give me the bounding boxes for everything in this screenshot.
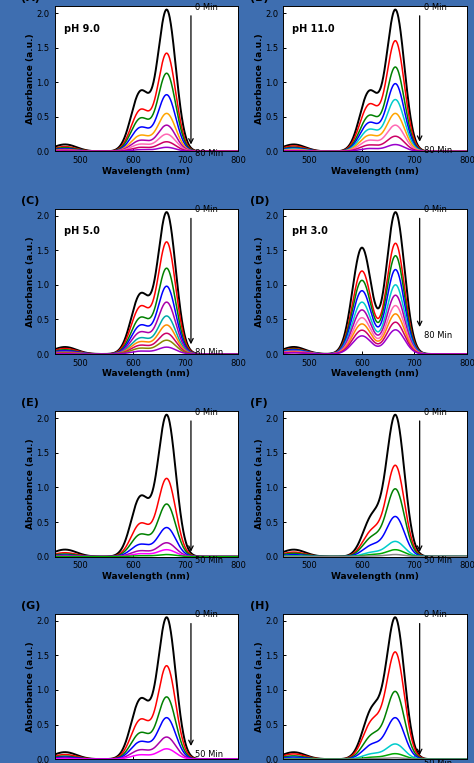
Text: 50 Min: 50 Min xyxy=(424,759,452,763)
X-axis label: Wavelength (nm): Wavelength (nm) xyxy=(102,166,190,175)
Y-axis label: Absorbance (a.u.): Absorbance (a.u.) xyxy=(26,34,35,124)
Text: 0 Min: 0 Min xyxy=(424,205,447,214)
Y-axis label: Absorbance (a.u.): Absorbance (a.u.) xyxy=(26,439,35,530)
Text: (C): (C) xyxy=(21,196,40,206)
Text: (E): (E) xyxy=(21,398,39,408)
Y-axis label: Absorbance (a.u.): Absorbance (a.u.) xyxy=(26,641,35,732)
Text: pH 9.0: pH 9.0 xyxy=(64,24,100,34)
Y-axis label: Absorbance (a.u.): Absorbance (a.u.) xyxy=(255,641,264,732)
Text: 80 Min: 80 Min xyxy=(195,349,223,358)
Text: 0 Min: 0 Min xyxy=(195,407,218,417)
Text: pH 5.0: pH 5.0 xyxy=(64,226,100,236)
Text: (F): (F) xyxy=(250,398,268,408)
Text: pH 11.0: pH 11.0 xyxy=(292,24,335,34)
Text: 0 Min: 0 Min xyxy=(424,2,447,11)
Text: 0 Min: 0 Min xyxy=(195,205,218,214)
Text: 0 Min: 0 Min xyxy=(195,610,218,620)
Text: 0 Min: 0 Min xyxy=(424,407,447,417)
Text: (B): (B) xyxy=(250,0,269,3)
Y-axis label: Absorbance (a.u.): Absorbance (a.u.) xyxy=(26,236,35,327)
Y-axis label: Absorbance (a.u.): Absorbance (a.u.) xyxy=(255,236,264,327)
Text: pH 3.0: pH 3.0 xyxy=(292,226,328,236)
Text: 50 Min: 50 Min xyxy=(195,556,223,565)
Y-axis label: Absorbance (a.u.): Absorbance (a.u.) xyxy=(255,34,264,124)
Text: 50 Min: 50 Min xyxy=(424,556,452,565)
Text: 80 Min: 80 Min xyxy=(424,331,452,340)
Text: 80 Min: 80 Min xyxy=(195,149,223,158)
Y-axis label: Absorbance (a.u.): Absorbance (a.u.) xyxy=(255,439,264,530)
Text: (D): (D) xyxy=(250,196,270,206)
Text: (G): (G) xyxy=(21,601,41,611)
Text: (A): (A) xyxy=(21,0,40,3)
X-axis label: Wavelength (nm): Wavelength (nm) xyxy=(331,369,419,378)
Text: (H): (H) xyxy=(250,601,270,611)
Text: 0 Min: 0 Min xyxy=(195,2,218,11)
X-axis label: Wavelength (nm): Wavelength (nm) xyxy=(102,369,190,378)
Text: 80 Min: 80 Min xyxy=(424,146,452,155)
X-axis label: Wavelength (nm): Wavelength (nm) xyxy=(331,166,419,175)
X-axis label: Wavelength (nm): Wavelength (nm) xyxy=(331,571,419,581)
Text: 0 Min: 0 Min xyxy=(424,610,447,620)
X-axis label: Wavelength (nm): Wavelength (nm) xyxy=(102,571,190,581)
Text: 50 Min: 50 Min xyxy=(195,750,223,759)
